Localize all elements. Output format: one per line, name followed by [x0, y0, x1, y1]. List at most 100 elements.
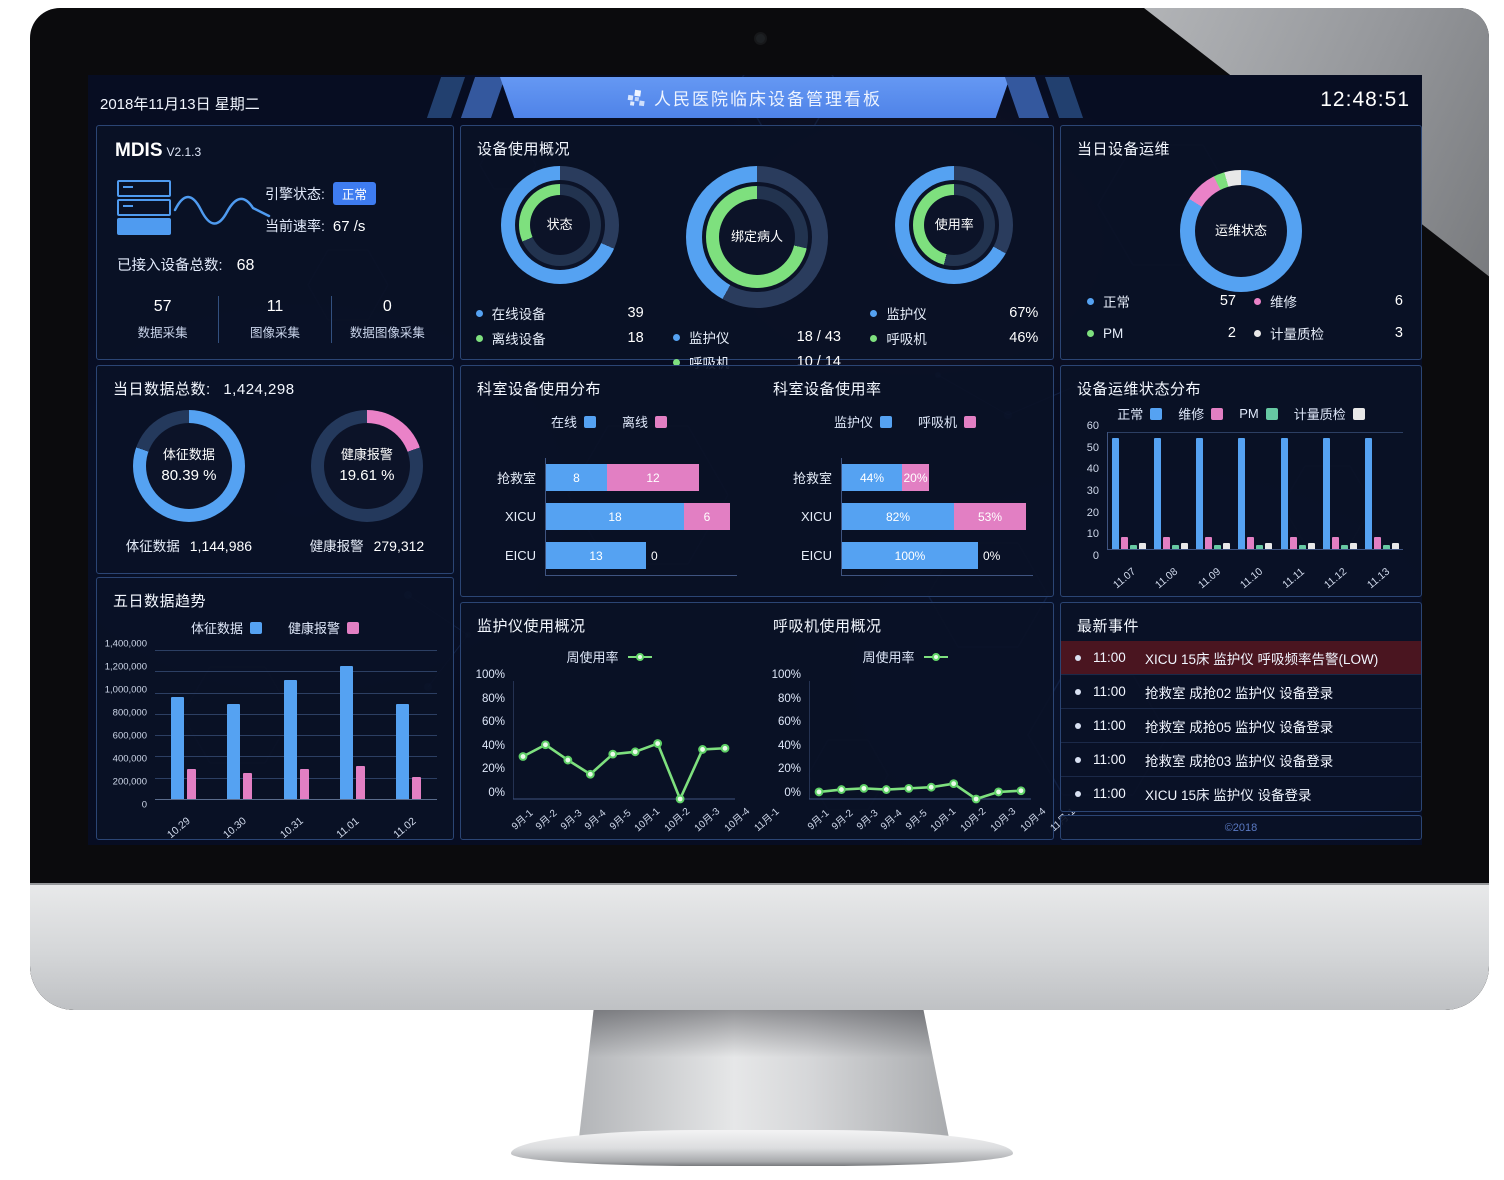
bar-维修[interactable]	[1373, 537, 1381, 549]
data-point[interactable]	[608, 749, 618, 759]
legend-item[interactable]: 正常	[1117, 404, 1163, 423]
bar-PM[interactable]	[1382, 545, 1390, 549]
legend-label: 周使用率	[566, 650, 619, 665]
bar-体征数据[interactable]	[339, 665, 353, 799]
bar-segment-b[interactable]: 12	[607, 464, 699, 491]
legend-item[interactable]: 正常 57	[1087, 291, 1236, 311]
data-point[interactable]	[971, 794, 981, 804]
data-point[interactable]	[675, 794, 685, 804]
bar-体征数据[interactable]	[283, 679, 297, 799]
bar-体征数据[interactable]	[227, 704, 241, 799]
bar-segment-a[interactable]: 82%	[842, 503, 954, 530]
data-point[interactable]	[814, 787, 824, 797]
bar-维修[interactable]	[1121, 537, 1129, 549]
bar-正常[interactable]	[1364, 437, 1372, 549]
legend-item[interactable]: 计量质检	[1294, 404, 1365, 423]
legend-item[interactable]: 监护仪 67%	[870, 303, 1038, 323]
bar-正常[interactable]	[1322, 437, 1330, 549]
bar-健康报警[interactable]	[412, 776, 422, 799]
data-point[interactable]	[653, 739, 663, 748]
bar-计量质检[interactable]	[1349, 543, 1357, 549]
bar-维修[interactable]	[1289, 537, 1297, 549]
event-row-alarm[interactable]: 11:00 XICU 15床 监护仪 呼吸频率告警(LOW)	[1061, 641, 1421, 674]
bar-计量质检[interactable]	[1139, 543, 1147, 549]
data-point[interactable]	[518, 752, 528, 761]
center-line2: 19.61 %	[339, 466, 395, 484]
data-point[interactable]	[881, 785, 891, 794]
line-legend[interactable]: 周使用率	[461, 647, 757, 666]
data-point[interactable]	[698, 745, 707, 754]
bar-维修[interactable]	[1205, 537, 1213, 549]
data-point[interactable]	[720, 743, 730, 753]
bar-segment-a[interactable]: 13	[546, 542, 646, 569]
legend-item[interactable]: 离线设备 18	[475, 328, 644, 348]
bar-计量质检[interactable]	[1223, 543, 1231, 549]
legend-item[interactable]: 体征数据	[191, 618, 262, 637]
legend-item[interactable]: 在线	[551, 412, 596, 431]
bar-计量质检[interactable]	[1391, 543, 1399, 549]
bar-体征数据[interactable]	[396, 704, 410, 799]
bar-segment-a[interactable]: 18	[546, 503, 684, 530]
bar-计量质检[interactable]	[1181, 543, 1189, 549]
bar-PM[interactable]	[1256, 545, 1264, 549]
bar-segment-b[interactable]: 6	[684, 503, 730, 530]
legend-item[interactable]: 监护仪 18 / 43	[672, 327, 841, 347]
bar-计量质检[interactable]	[1265, 543, 1273, 549]
bar-PM[interactable]	[1340, 545, 1348, 549]
data-point[interactable]	[949, 779, 959, 789]
data-point[interactable]	[541, 740, 550, 750]
line-legend[interactable]: 周使用率	[757, 647, 1053, 666]
bar-segment-a[interactable]: 8	[546, 464, 607, 491]
bar-segment-b[interactable]: 20%	[902, 464, 929, 491]
bar-PM[interactable]	[1214, 545, 1222, 549]
legend-item[interactable]: 呼吸机 46%	[870, 328, 1038, 348]
bar-正常[interactable]	[1280, 437, 1288, 549]
bar-正常[interactable]	[1238, 437, 1246, 549]
bar-健康报警[interactable]	[355, 766, 365, 799]
legend-item[interactable]: 维修	[1178, 404, 1224, 423]
legend-item[interactable]: 维修 6	[1254, 291, 1403, 311]
bar-维修[interactable]	[1163, 537, 1171, 549]
event-row[interactable]: 11:00 抢救室 成抢03 监护仪 设备登录	[1061, 742, 1421, 776]
bar-正常[interactable]	[1196, 437, 1204, 549]
bar-正常[interactable]	[1154, 437, 1162, 549]
event-row[interactable]: 11:00 XICU 15床 监护仪 设备登录	[1061, 776, 1421, 810]
legend-item[interactable]: 离线	[622, 412, 668, 431]
bar-PM[interactable]	[1172, 545, 1180, 549]
bar-健康报警[interactable]	[299, 769, 309, 799]
bar-健康报警[interactable]	[186, 769, 196, 799]
bar-PM[interactable]	[1130, 545, 1138, 549]
legend-item[interactable]: 健康报警	[288, 618, 360, 637]
data-point[interactable]	[630, 747, 640, 757]
bar-segment-a[interactable]: 44%	[842, 464, 902, 491]
bar-健康报警[interactable]	[243, 773, 253, 799]
legend-item[interactable]: PM	[1239, 404, 1278, 423]
bar-正常[interactable]	[1112, 437, 1120, 549]
bar-体征数据[interactable]	[170, 696, 184, 799]
legend-item[interactable]: 呼吸机	[918, 412, 977, 431]
data-point[interactable]	[837, 785, 846, 794]
data-point[interactable]	[926, 782, 936, 792]
event-row[interactable]: 11:00 抢救室 成抢05 监护仪 设备登录	[1061, 708, 1421, 742]
event-row[interactable]: 11:00 抢救室 成抢02 监护仪 设备登录	[1061, 674, 1421, 708]
data-point[interactable]	[859, 783, 869, 793]
data-point[interactable]	[585, 769, 595, 779]
legend-item[interactable]: 监护仪	[834, 412, 892, 431]
bar-维修[interactable]	[1247, 537, 1255, 549]
bar-计量质检[interactable]	[1307, 543, 1315, 549]
y-tick-label: 1,400,000	[104, 638, 147, 650]
bar-segment-b[interactable]: 53%	[954, 503, 1026, 530]
bar-PM[interactable]	[1298, 545, 1306, 549]
dept-bar-row: 抢救室 44% 20%	[793, 464, 1033, 491]
legend-label: 计量质检	[1293, 407, 1346, 422]
data-point[interactable]	[1016, 786, 1026, 796]
legend-label: 在线	[550, 415, 577, 430]
bar-维修[interactable]	[1331, 537, 1339, 549]
data-point[interactable]	[904, 783, 914, 793]
legend-item[interactable]: 在线设备 39	[475, 303, 644, 323]
legend-item[interactable]: 计量质检 3	[1254, 323, 1403, 343]
bar-segment-a[interactable]: 100%	[842, 542, 978, 569]
legend-item[interactable]: PM 2	[1087, 323, 1236, 343]
data-point[interactable]	[994, 787, 1003, 797]
data-point[interactable]	[563, 755, 573, 765]
